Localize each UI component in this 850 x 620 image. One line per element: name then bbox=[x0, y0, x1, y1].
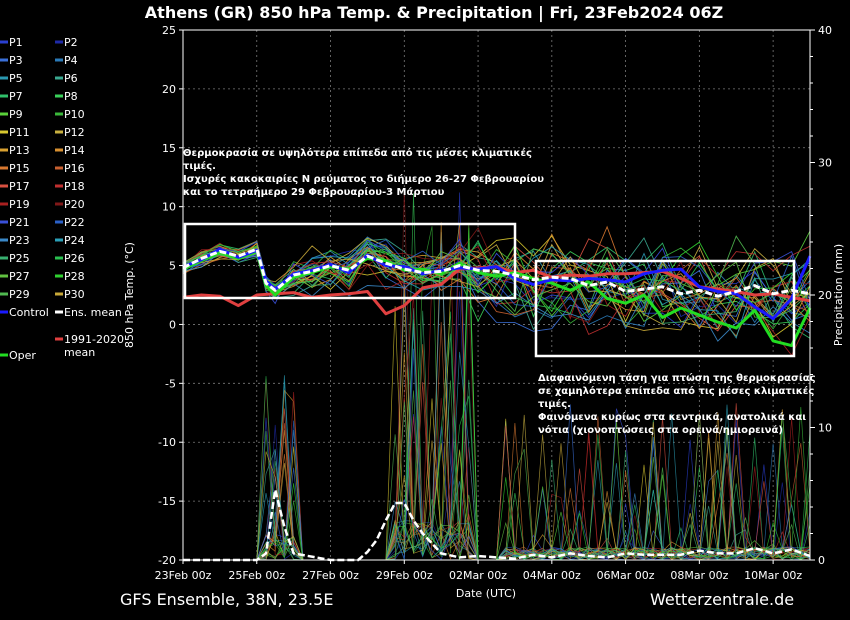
annotation-text: τιμές. bbox=[183, 160, 216, 172]
legend-label: P21 bbox=[9, 216, 30, 229]
legend-label: P30 bbox=[64, 288, 85, 301]
legend-label: P2 bbox=[64, 36, 78, 49]
legend-label: P24 bbox=[64, 234, 85, 247]
legend-label: P29 bbox=[9, 288, 30, 301]
y-tick-label: 15 bbox=[162, 142, 176, 155]
legend-label: P11 bbox=[9, 126, 30, 139]
legend-label: P1 bbox=[9, 36, 23, 49]
legend-label: P22 bbox=[64, 216, 85, 229]
y2-tick-label: 40 bbox=[818, 24, 832, 37]
chart-title: Athens (GR) 850 hPa Temp. & Precipitatio… bbox=[145, 3, 723, 23]
legend-label: P10 bbox=[64, 108, 85, 121]
y-tick-label: 0 bbox=[169, 318, 176, 331]
legend-label: P8 bbox=[64, 90, 78, 103]
legend-label: P15 bbox=[9, 162, 30, 175]
series-ens-mean-precipitation bbox=[183, 488, 811, 562]
annotation-box-2 bbox=[534, 259, 796, 358]
legend-label: P3 bbox=[9, 54, 23, 67]
x-tick-label: 23Feb 00z bbox=[155, 569, 212, 582]
series-ens-mean bbox=[182, 247, 811, 298]
model-info: GFS Ensemble, 38N, 23.5E bbox=[120, 590, 334, 609]
member-lines bbox=[182, 189, 811, 561]
y-tick-label: -10 bbox=[158, 436, 176, 449]
x-tick-label: 29Feb 00z bbox=[376, 569, 433, 582]
x-tick-label: 08Mar 00z bbox=[670, 569, 728, 582]
legend-label: P19 bbox=[9, 198, 30, 211]
y2-tick-label: 10 bbox=[818, 422, 832, 435]
x-tick-label: 25Feb 00z bbox=[228, 569, 285, 582]
member-temp-line bbox=[182, 241, 811, 313]
member-temp-line bbox=[182, 242, 811, 331]
y2-tick-label: 0 bbox=[818, 554, 825, 567]
highlighted-lines bbox=[182, 247, 812, 562]
y-tick-label: 5 bbox=[169, 260, 176, 273]
y-axis-label: 850 hPa Temp. (°C) bbox=[123, 242, 136, 348]
source-credit: Wetterzentrale.de bbox=[650, 590, 795, 609]
x-tick-label: 06Mar 00z bbox=[597, 569, 655, 582]
legend-label: P6 bbox=[64, 72, 78, 85]
x-tick-label: 10Mar 00z bbox=[744, 569, 802, 582]
legend-label: P23 bbox=[9, 234, 30, 247]
annotation-text: σε χαμηλότερα επίπεδα από τις μέσες κλιμ… bbox=[538, 385, 814, 397]
legend-label: P12 bbox=[64, 126, 85, 139]
y2-axis-label: Precipitation (mm) bbox=[832, 244, 845, 346]
y-tick-label: 20 bbox=[162, 83, 176, 96]
annotations: Θερμοκρασία σε υψηλότερα επίπεδα από τις… bbox=[183, 147, 816, 436]
legend-label: P25 bbox=[9, 252, 30, 265]
y-tick-label: -20 bbox=[158, 554, 176, 567]
member-temp-line bbox=[182, 246, 811, 357]
legend-label: Control bbox=[9, 306, 49, 319]
x-axis-label: Date (UTC) bbox=[456, 587, 516, 600]
y2-tick-label: 30 bbox=[818, 157, 832, 170]
y-tick-label: -5 bbox=[165, 377, 176, 390]
legend-label: P5 bbox=[9, 72, 23, 85]
legend-label: P20 bbox=[64, 198, 85, 211]
x-tick-label: 02Mar 00z bbox=[449, 569, 507, 582]
legend-label: P16 bbox=[64, 162, 85, 175]
legend: P1 P2 P3 P4 P5 P6 P7 P8 P9 P10 P11 P12 P13 P14 P15 P16 P… bbox=[0, 36, 124, 362]
legend-label: P14 bbox=[64, 144, 85, 157]
x-tick-label: 04Mar 00z bbox=[523, 569, 581, 582]
legend-label: P27 bbox=[9, 270, 30, 283]
legend-label: P28 bbox=[64, 270, 85, 283]
annotation-boxes bbox=[183, 222, 796, 358]
y2-tick-label: 20 bbox=[818, 289, 832, 302]
member-temp-line bbox=[182, 240, 811, 325]
annotation-text: Φαινόμενα κυρίως στα κεντρικά, ανατολικά… bbox=[538, 411, 806, 423]
annotation-text: Διαφαινόμενη τάση για πτώση της θερμοκρα… bbox=[538, 372, 816, 384]
annotation-text: και το τετραήμερο 29 Φεβρουαρίου-3 Μάρτι… bbox=[183, 186, 445, 198]
legend-label: P17 bbox=[9, 180, 30, 193]
y-tick-label: 25 bbox=[162, 24, 176, 37]
y-tick-label: -15 bbox=[158, 495, 176, 508]
legend-label: P18 bbox=[64, 180, 85, 193]
annotation-text: Θερμοκρασία σε υψηλότερα επίπεδα από τις… bbox=[183, 147, 532, 159]
legend-label: P4 bbox=[64, 54, 78, 67]
annotation-text: νότια (χιονοπτώσεις στα ορεινά/ημιορεινά… bbox=[538, 424, 783, 436]
y-tick-label: 10 bbox=[162, 201, 176, 214]
legend-label: Ens. mean bbox=[64, 306, 122, 319]
annotation-text: τιμές. bbox=[538, 398, 571, 410]
legend-label: P26 bbox=[64, 252, 85, 265]
annotation-box-1 bbox=[183, 222, 517, 300]
axes: 25 20 15 10 5 0 -5 -10 -15 -20 40 30 20 10 0 23Feb 00z 2… bbox=[155, 24, 832, 582]
series-oper bbox=[182, 249, 812, 348]
legend-label: P9 bbox=[9, 108, 23, 121]
legend-label: 1991-2020 mean bbox=[64, 333, 124, 359]
legend-label: P13 bbox=[9, 144, 30, 157]
annotation-text: Ισχυρές κακοκαιρίες N ρεύματος το διήμερ… bbox=[183, 173, 544, 185]
legend-label: P7 bbox=[9, 90, 23, 103]
legend-label: Oper bbox=[9, 349, 36, 362]
x-tick-label: 27Feb 00z bbox=[302, 569, 359, 582]
